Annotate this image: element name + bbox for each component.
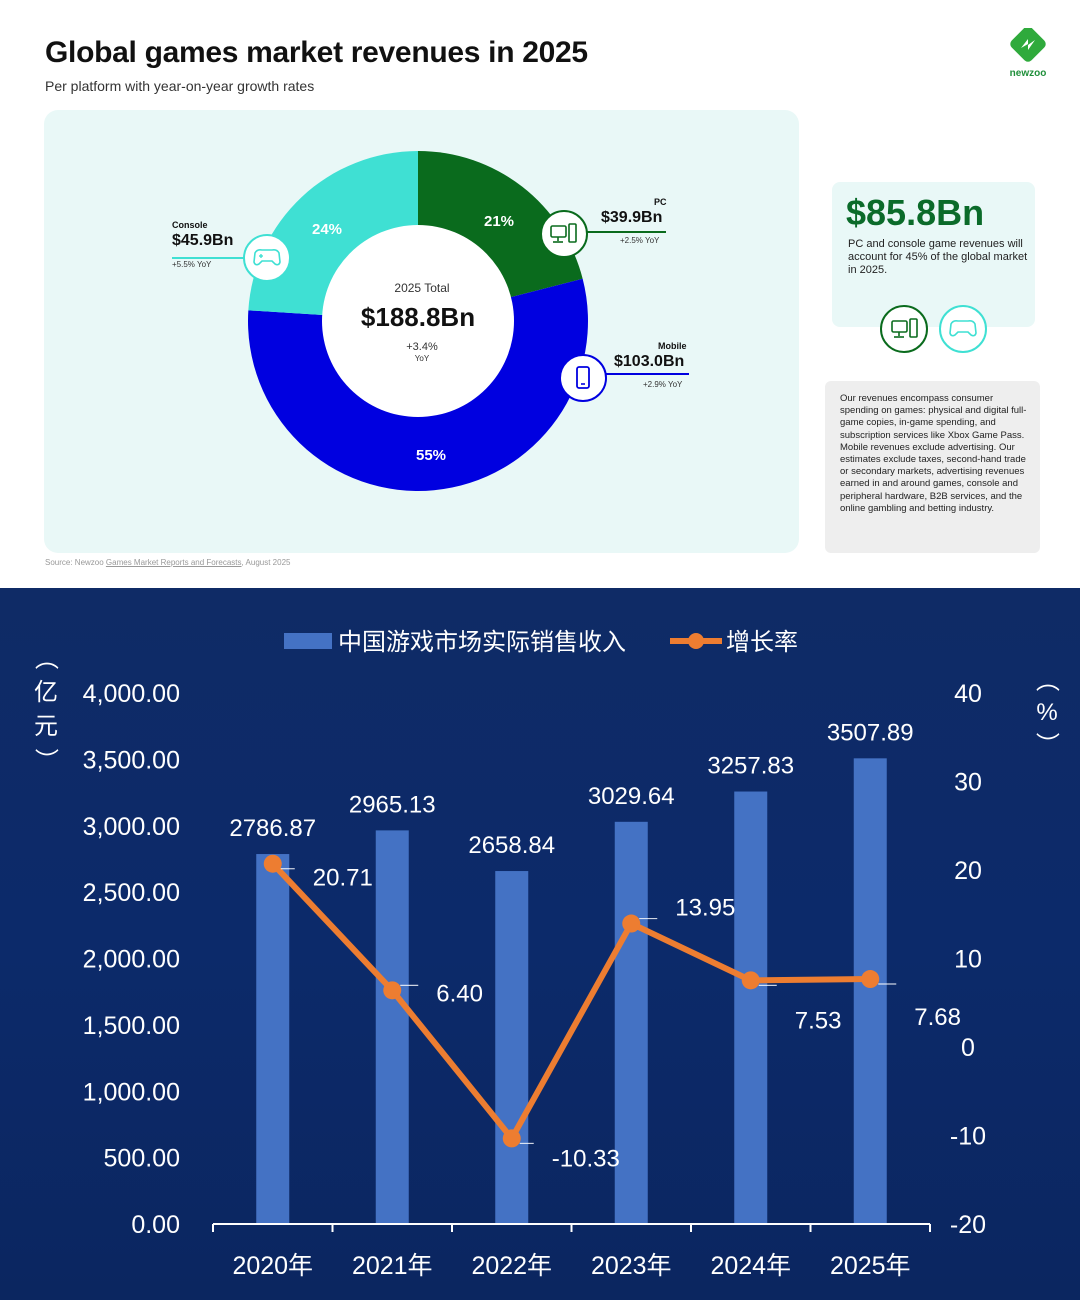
mobile-yoy-label: +2.9% YoY xyxy=(643,380,683,389)
console-platform-label: Console xyxy=(172,220,208,230)
growth-point xyxy=(502,1129,521,1148)
growth-value-label: 7.68 xyxy=(914,1004,961,1031)
bar-value-label: 2965.13 xyxy=(349,791,436,818)
share-label-console: 24% xyxy=(312,221,342,238)
share-label-mobile: 55% xyxy=(416,447,446,464)
growth-point xyxy=(861,970,880,989)
bar-value-label: 2658.84 xyxy=(468,832,555,859)
growth-value-label: 7.53 xyxy=(795,1007,842,1034)
source-prefix: Source: Newzoo xyxy=(45,558,106,567)
bar-2025年 xyxy=(853,758,887,1224)
growth-point xyxy=(263,854,282,873)
y-left-axis-title-char: 元 xyxy=(34,713,58,740)
bar-value-label: 3029.64 xyxy=(588,783,675,810)
y-left-tick-label: 2,000.00 xyxy=(83,946,180,974)
page-title: Global games market revenues in 2025 xyxy=(45,36,588,69)
y-left-tick-label: 1,500.00 xyxy=(83,1012,180,1040)
pc-yoy-label: +2.5% YoY xyxy=(620,236,660,245)
donut-chart-panel: 21% 24% 55% 2025 Total $188.8Bn +3.4% Yo… xyxy=(44,110,799,553)
donut-center-value: $188.8Bn xyxy=(361,302,475,332)
y-right-tick-label: 40 xyxy=(954,680,982,708)
stat-card: $85.8Bn PC and console game revenues wil… xyxy=(832,182,1035,353)
x-tick-label: 2022年 xyxy=(471,1252,552,1280)
growth-rate-line xyxy=(270,861,871,1142)
y-left-tick-label: 4,000.00 xyxy=(83,680,180,708)
y-left-tick-label: 2,500.00 xyxy=(83,879,180,907)
y-left-axis-title-char: （ xyxy=(32,646,59,670)
growth-value-label: 6.40 xyxy=(436,980,483,1007)
x-tick-label: 2023年 xyxy=(591,1252,672,1280)
console-value-label: $45.9Bn xyxy=(172,232,234,249)
y-right-axis-title-char: ） xyxy=(1033,732,1060,756)
y-right-tick-label: 20 xyxy=(954,857,982,885)
methodology-note: Our revenues encompass consumer spending… xyxy=(825,381,1040,553)
gamepad-icon xyxy=(939,305,987,353)
mobile-icon xyxy=(559,354,607,402)
y-left-tick-label: 1,000.00 xyxy=(83,1078,180,1106)
note-text: Our revenues encompass consumer spending… xyxy=(840,393,1027,514)
bar-value-label: 3507.89 xyxy=(827,719,914,746)
mobile-value-label: $103.0Bn xyxy=(614,353,685,370)
pc-value-label: $39.9Bn xyxy=(601,209,663,226)
growth-point xyxy=(383,981,402,1000)
newzoo-logo-icon xyxy=(1010,28,1046,62)
y-left-axis-title-char: ） xyxy=(32,748,59,772)
legend-bar-swatch xyxy=(284,633,332,649)
y-left-tick-label: 3,500.00 xyxy=(83,746,180,774)
y-right-tick-label: -10 xyxy=(950,1123,986,1151)
bar-line-chart: 2786.87 2965.13 2658.84 3029.64 3257.83 3507.… xyxy=(32,629,1060,1280)
y-left-tick-label: 0.00 xyxy=(131,1211,180,1239)
stat-value: $85.8Bn xyxy=(846,192,985,233)
share-label-pc: 21% xyxy=(484,213,514,230)
y-right-tick-label: -20 xyxy=(950,1211,986,1239)
newzoo-infographic: Global games market revenues in 2025 Per… xyxy=(0,0,1080,588)
china-games-revenue-chart: 2786.87 2965.13 2658.84 3029.64 3257.83 3507.… xyxy=(0,588,1080,1300)
y-right-tick-label: 0 xyxy=(961,1034,975,1062)
bar-value-label: 2786.87 xyxy=(229,815,316,842)
bar-2024年 xyxy=(734,791,768,1224)
y-left-tick-label: 500.00 xyxy=(104,1145,180,1173)
pc-platform-label: PC xyxy=(654,197,667,207)
source-link[interactable]: Games Market Reports and Forecasts xyxy=(105,558,242,567)
console-yoy-label: +5.5% YoY xyxy=(172,260,212,269)
x-tick-label: 2025年 xyxy=(830,1252,911,1280)
mobile-platform-label: Mobile xyxy=(658,341,687,351)
pc-icon xyxy=(880,305,928,353)
x-tick-label: 2021年 xyxy=(352,1252,433,1280)
stat-text: PC and console game revenues will accoun… xyxy=(848,238,1028,276)
bar-2023年 xyxy=(614,821,648,1224)
y-right-axis-title-char: % xyxy=(1036,699,1057,726)
bar-2020年 xyxy=(256,854,290,1224)
growth-value-label: 20.71 xyxy=(313,865,373,892)
bar-2021年 xyxy=(375,830,409,1224)
growth-value-label: -10.33 xyxy=(552,1145,620,1172)
growth-point xyxy=(741,971,760,990)
legend-line-label: 增长率 xyxy=(726,629,798,656)
y-left-axis-title-char: 亿 xyxy=(34,679,58,706)
y-right-axis-title-char: （ xyxy=(1033,668,1060,692)
y-right-tick-label: 10 xyxy=(954,946,982,974)
source-suffix: , August 2025 xyxy=(241,558,291,567)
x-tick-label: 2024年 xyxy=(710,1252,791,1280)
pc-icon xyxy=(540,210,588,258)
bar-value-label: 3257.83 xyxy=(707,753,794,780)
bar-2022年 xyxy=(495,871,529,1224)
source-line: Source: Newzoo Games Market Reports and … xyxy=(45,558,290,567)
y-right-tick-label: 30 xyxy=(954,769,982,797)
logo-text: newzoo xyxy=(1009,68,1047,79)
donut-center-growth-unit: YoY xyxy=(415,354,430,363)
page-subtitle: Per platform with year-on-year growth ra… xyxy=(45,78,315,94)
legend-bar-label: 中国游戏市场实际销售收入 xyxy=(338,629,626,656)
y-left-tick-label: 3,000.00 xyxy=(83,813,180,841)
donut-center-label: 2025 Total xyxy=(394,281,449,295)
growth-point xyxy=(622,914,641,933)
growth-value-label: 13.95 xyxy=(675,895,735,922)
x-tick-label: 2020年 xyxy=(232,1252,313,1280)
donut-chart: 21% 24% 55% 2025 Total $188.8Bn +3.4% Yo… xyxy=(172,151,689,491)
gamepad-icon xyxy=(243,234,291,282)
donut-center-growth: +3.4% xyxy=(406,341,438,353)
